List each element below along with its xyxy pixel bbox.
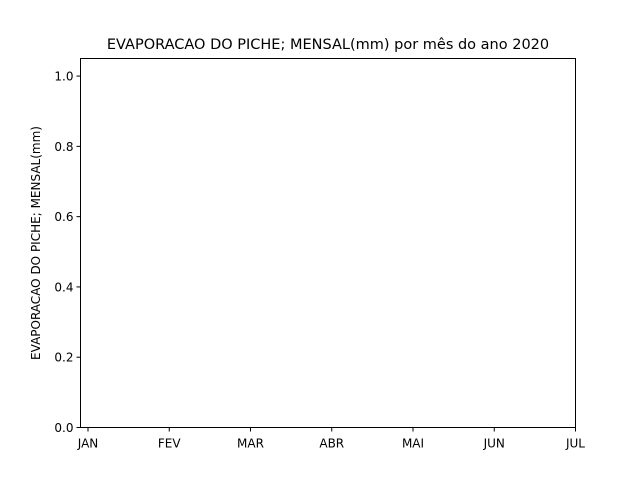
y-axis-label: EVAPORACAO DO PICHE; MENSAL(mm) <box>29 126 43 360</box>
plot-area-frame <box>80 58 576 428</box>
x-axis-ticks: JAN FEV MAR ABR MAI JUN JUL <box>77 427 585 451</box>
y-tick-label: 0.6 <box>54 210 73 224</box>
x-tick-label: ABR <box>319 437 344 451</box>
x-tick-label: JUN <box>483 437 505 451</box>
y-tick-label: 0.8 <box>54 140 73 154</box>
x-tick-label: JAN <box>77 437 99 451</box>
y-tick-label: 0.2 <box>54 351 73 365</box>
x-tick-label: MAI <box>402 437 424 451</box>
x-tick-label: MAR <box>237 437 264 451</box>
x-tick-label: FEV <box>158 437 181 451</box>
y-axis-ticks: 0.0 0.2 0.4 0.6 0.8 1.0 <box>54 70 81 435</box>
y-tick-label: 0.4 <box>54 280 73 294</box>
y-tick-label: 0.0 <box>54 421 73 435</box>
x-tick-label: JUL <box>565 437 585 451</box>
chart-title: EVAPORACAO DO PICHE; MENSAL(mm) por mês … <box>107 37 549 53</box>
y-tick-label: 1.0 <box>54 70 73 84</box>
